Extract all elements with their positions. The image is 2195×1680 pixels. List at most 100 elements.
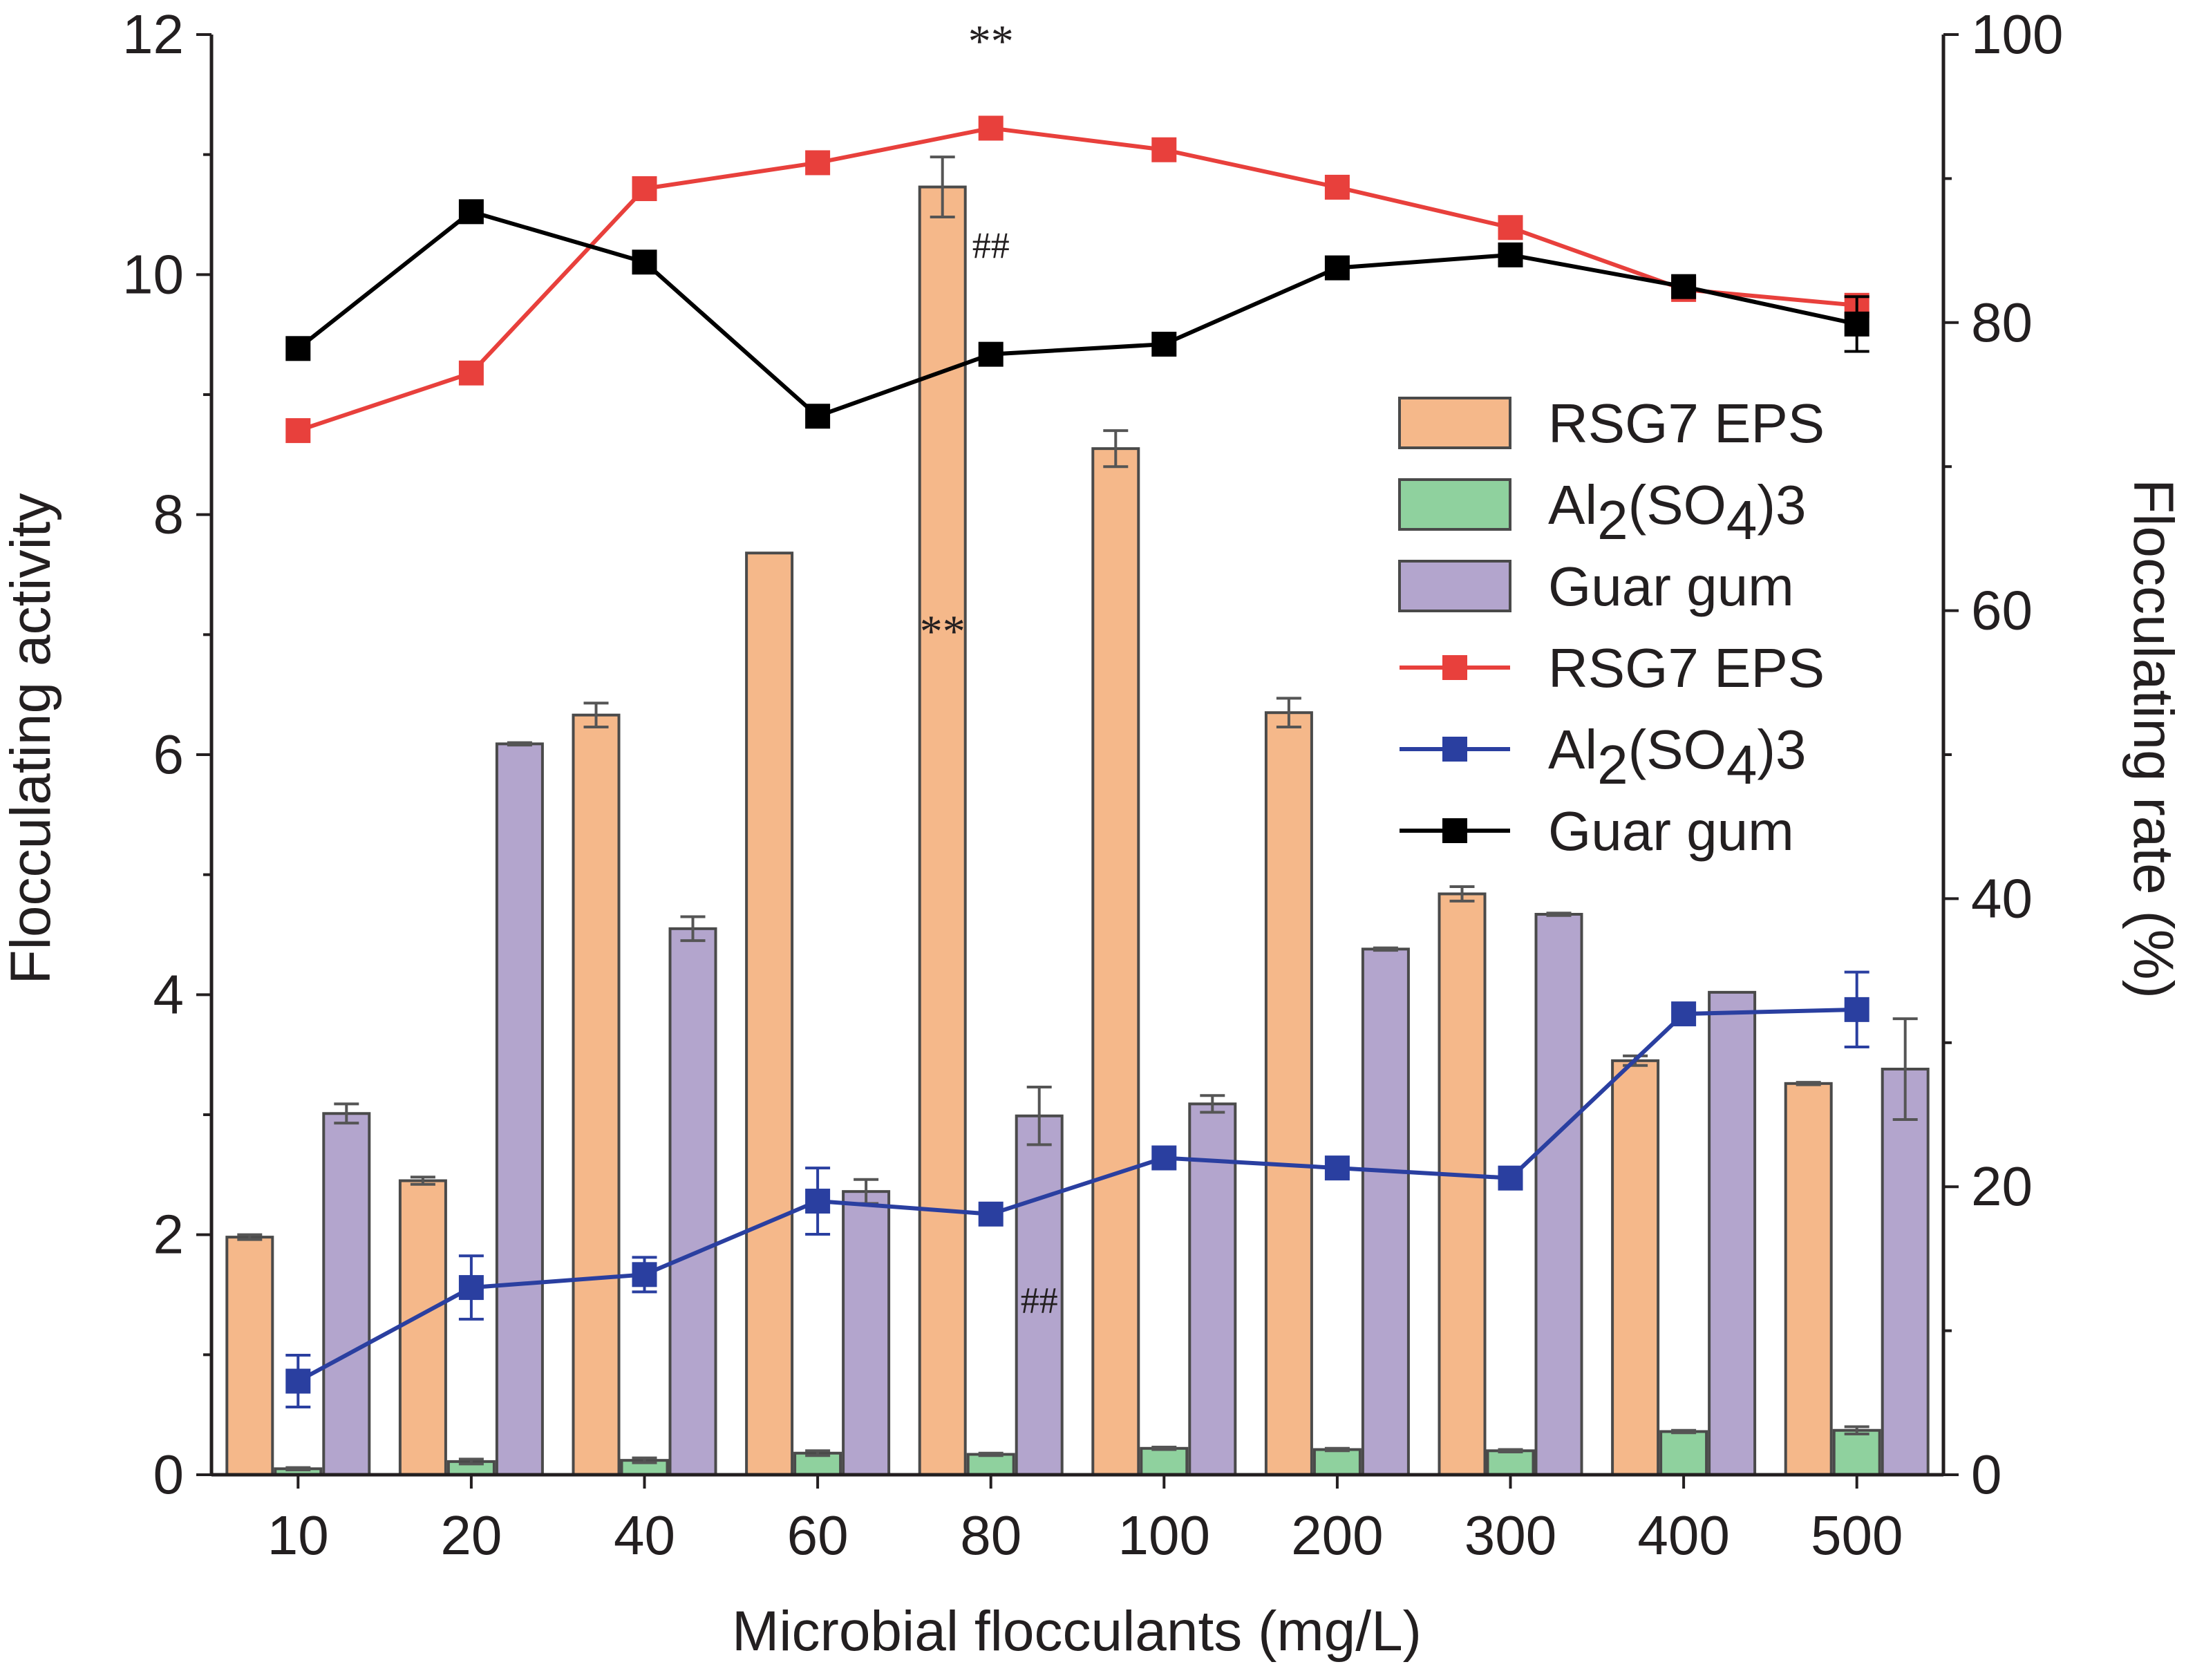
y-tick-label-10: 10 bbox=[122, 243, 184, 305]
line-point-1-100 bbox=[1151, 1145, 1177, 1171]
line-layer bbox=[285, 115, 1869, 1409]
x-axis-title: Microbial flocculants (mg/L) bbox=[732, 1600, 1422, 1663]
x-tick-label-20: 20 bbox=[440, 1504, 502, 1566]
x-tick-label-10: 10 bbox=[267, 1504, 329, 1566]
bar-2-40 bbox=[668, 927, 717, 1476]
line-point-2-200 bbox=[1324, 255, 1350, 281]
bar-layer bbox=[225, 155, 1930, 1477]
y-axis-title: Flocculating activity bbox=[0, 493, 62, 985]
y-tick-label-12: 12 bbox=[122, 3, 184, 65]
bar-2-300 bbox=[1534, 912, 1583, 1476]
annotation-layer: ** ## ** ## bbox=[920, 16, 1058, 1321]
legend-marker-3 bbox=[1442, 655, 1467, 680]
bar-1-200 bbox=[1312, 1448, 1362, 1477]
bar-0-300 bbox=[1438, 892, 1487, 1477]
y-tick-label-8: 8 bbox=[153, 484, 185, 545]
x-tick-label-500: 500 bbox=[1811, 1504, 1903, 1566]
axes-layer: 0 2 4 6 8 10 12 0 20 40 60 80 100 10 20 40 60 80 100 200 300… bbox=[122, 3, 2063, 1566]
x-tick-label-100: 100 bbox=[1118, 1504, 1210, 1566]
line-point-2-300 bbox=[1498, 242, 1523, 267]
bar-2-60 bbox=[842, 1190, 891, 1476]
y-tick-label-2: 2 bbox=[153, 1204, 185, 1265]
legend-marker-5 bbox=[1442, 818, 1467, 843]
bar-1-80 bbox=[966, 1453, 1015, 1476]
line-series-1 bbox=[296, 1007, 1857, 1384]
bar-0-20 bbox=[398, 1179, 447, 1477]
annotation-2: ** bbox=[920, 607, 965, 657]
line-point-2-400 bbox=[1671, 274, 1697, 299]
line-point-2-500 bbox=[1844, 311, 1869, 337]
x-tick-label-300: 300 bbox=[1464, 1504, 1556, 1566]
bar-2-20 bbox=[495, 742, 544, 1476]
line-point-0-300 bbox=[1498, 215, 1523, 240]
bar-2-200 bbox=[1361, 947, 1410, 1476]
x-tick-label-40: 40 bbox=[614, 1504, 675, 1566]
annotation-1: ## bbox=[972, 225, 1010, 266]
line-series-2 bbox=[296, 209, 1858, 419]
bar-0-200 bbox=[1264, 711, 1313, 1476]
x-tick-label-200: 200 bbox=[1291, 1504, 1383, 1566]
line-point-1-80 bbox=[978, 1201, 1004, 1227]
line-point-0-200 bbox=[1324, 174, 1350, 200]
y2-tick-label-60: 60 bbox=[1971, 580, 2033, 641]
line-point-1-40 bbox=[632, 1262, 657, 1287]
line-point-2-40 bbox=[632, 249, 657, 275]
legend-swatch-2 bbox=[1398, 560, 1511, 612]
bar-1-300 bbox=[1486, 1449, 1535, 1476]
bar-0-100 bbox=[1091, 447, 1140, 1476]
y2-tick-label-80: 80 bbox=[1971, 292, 2033, 353]
line-point-0-40 bbox=[632, 176, 657, 201]
y-tick-label-4: 4 bbox=[153, 963, 185, 1025]
line-point-1-10 bbox=[285, 1368, 311, 1394]
line-point-1-200 bbox=[1324, 1155, 1350, 1181]
line-point-0-60 bbox=[805, 150, 831, 176]
bar-2-100 bbox=[1188, 1102, 1237, 1476]
line-point-0-20 bbox=[458, 360, 484, 386]
y2-tick-label-40: 40 bbox=[1971, 867, 2033, 929]
legend-label-2: Guar gum bbox=[1548, 556, 1794, 617]
annotation-0: ** bbox=[968, 16, 1014, 66]
y2-axis-title: Flocculating rate (%) bbox=[2122, 479, 2185, 999]
x-tick-label-80: 80 bbox=[960, 1504, 1021, 1566]
line-point-2-20 bbox=[458, 199, 484, 225]
legend-swatch-1 bbox=[1398, 478, 1511, 531]
line-point-2-100 bbox=[1151, 332, 1177, 357]
legend-label-5: Guar gum bbox=[1548, 800, 1794, 862]
bar-0-10 bbox=[225, 1236, 274, 1476]
bar-1-100 bbox=[1140, 1446, 1189, 1476]
legend-marker-4 bbox=[1442, 737, 1467, 762]
bar-0-40 bbox=[572, 713, 621, 1476]
legend-label-3: RSG7 EPS bbox=[1548, 637, 1825, 699]
bar-2-400 bbox=[1708, 990, 1757, 1476]
y2-tick-label-100: 100 bbox=[1971, 3, 2063, 65]
bar-0-60 bbox=[745, 551, 794, 1476]
bar-1-500 bbox=[1832, 1428, 1881, 1477]
line-point-1-500 bbox=[1844, 997, 1869, 1022]
line-point-1-60 bbox=[805, 1189, 831, 1214]
bar-0-400 bbox=[1611, 1059, 1660, 1476]
y2-tick-label-0: 0 bbox=[1971, 1444, 2002, 1505]
legend-label-1: Al2(SO4)3 bbox=[1548, 474, 1807, 551]
y-tick-label-6: 6 bbox=[153, 724, 185, 785]
bar-1-400 bbox=[1659, 1430, 1708, 1476]
line-point-2-10 bbox=[285, 336, 311, 361]
line-point-2-60 bbox=[805, 404, 831, 429]
annotation-3: ## bbox=[1021, 1280, 1058, 1321]
line-series-0 bbox=[297, 126, 1857, 433]
bar-0-500 bbox=[1784, 1082, 1833, 1476]
bar-2-500 bbox=[1881, 1068, 1930, 1477]
line-point-1-300 bbox=[1498, 1165, 1523, 1191]
legend-label-4: Al2(SO4)3 bbox=[1548, 719, 1807, 795]
legend-label-0: RSG7 EPS bbox=[1548, 393, 1825, 454]
bar-2-10 bbox=[322, 1112, 371, 1476]
line-point-0-10 bbox=[285, 418, 311, 444]
line-point-0-80 bbox=[978, 115, 1004, 141]
line-point-1-20 bbox=[458, 1275, 484, 1301]
legend-swatch-0 bbox=[1398, 397, 1511, 449]
line-point-1-400 bbox=[1671, 1001, 1697, 1027]
bar-2-80 bbox=[1015, 1114, 1064, 1476]
y-tick-label-0: 0 bbox=[153, 1444, 185, 1505]
x-tick-label-400: 400 bbox=[1637, 1504, 1729, 1566]
y2-tick-label-20: 20 bbox=[1971, 1155, 2033, 1217]
